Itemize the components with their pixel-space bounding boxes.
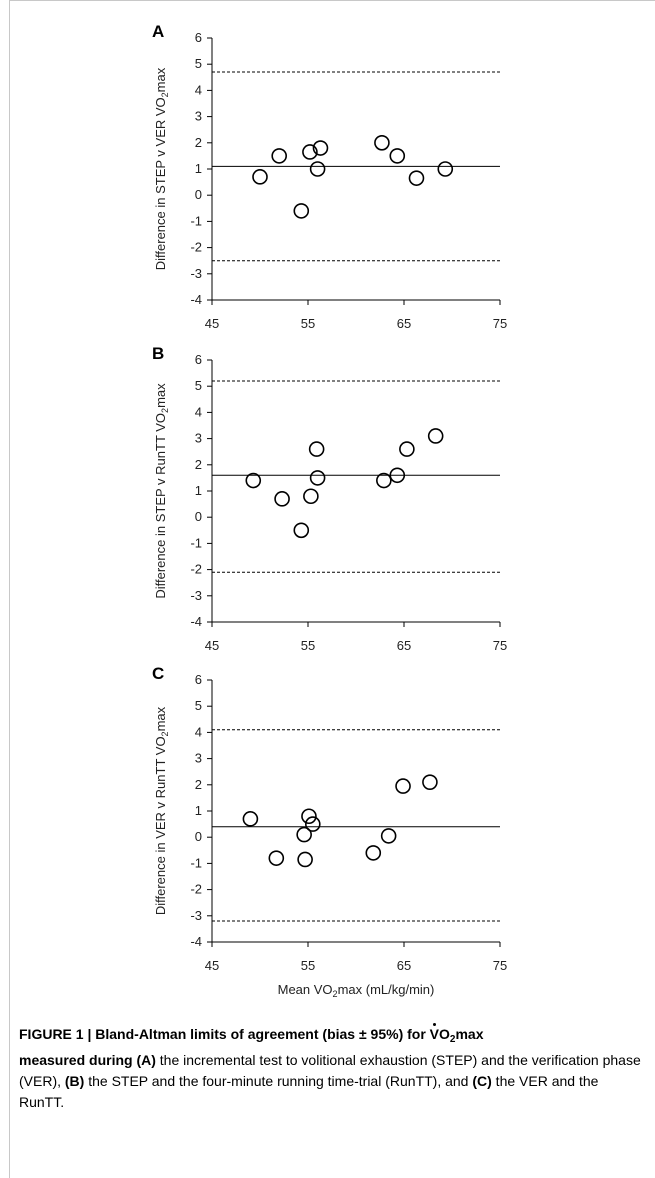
panel-b-data-point [293,522,310,539]
figure-left-border [9,0,10,1178]
panel-a-data-point [437,161,454,177]
panel-a-data-point [302,144,318,160]
panel-a-y-tick-label: -3 [190,266,202,281]
panel-a-y-tick-label: 2 [195,135,202,150]
caption-ref-b: (B) [64,1073,85,1089]
panel-b-data-point [399,441,415,457]
panel-a-x-tick-label: 65 [397,316,411,331]
panel-b-x-tick-label: 65 [397,638,411,653]
panel-a-y-tick-label: 4 [195,82,202,97]
caption-figure-label: FIGURE 1 | Bland-Altman limits of agreem… [19,1026,430,1042]
panel-b-data-point [245,472,262,489]
panel-a-data-point [389,148,406,164]
panel-a-data-point [252,169,268,185]
panel-a-x-tick-label: 55 [301,316,315,331]
panel-b-label: B [152,344,164,363]
panel-c-data-point [296,826,312,843]
panel-a-y-tick-label: 5 [195,56,202,71]
panel-b-y-tick-label: -2 [190,562,202,577]
panel-a-y-tick-label: 3 [195,109,202,124]
panel-b-y-tick-label: -4 [190,614,202,629]
caption-vo2-o: O [439,1026,450,1042]
panel-b-x-tick-label: 75 [493,638,507,653]
panel-b-data-point [427,428,444,444]
panel-c-y-tick-label: 2 [195,777,202,792]
panel-c-y-tick-label: 1 [195,803,202,818]
panel-b-y-tick-label: 3 [195,431,202,446]
panel-c-data-point [304,816,321,832]
panel-c-y-axis-label: Difference in VER v RunTT VO2max [153,706,170,915]
panel-b-y-tick-label: 0 [195,509,202,524]
panel-a-x-tick-label: 75 [493,316,507,331]
panel-c-data-point [242,811,259,827]
panel-b-data-point [376,472,392,489]
panel-b-x-tick-label: 55 [301,638,315,653]
panel-c-data-point [380,828,397,844]
panel-c-x-tick-label: 75 [493,958,507,973]
panel-c-data-point [297,851,313,868]
panel-c-data-point [268,850,285,866]
panel-c-label: C [152,664,164,683]
panel-b-data-point [389,467,406,484]
caption-text-b: the STEP and the four-minute running tim… [84,1073,473,1089]
panel-b-y-tick-label: 5 [195,378,202,393]
panel-c-x-axis-label: Mean VO2max (mL/kg/min) [278,982,435,999]
panel-b-y-tick-label: 4 [195,404,202,419]
panel-b-x-tick-label: 45 [205,638,219,653]
panel-b-data-point [309,470,326,486]
panel-a-y-tick-label: -2 [190,240,202,255]
panel-b-y-tick-label: 6 [195,352,202,367]
panel-b-data-point [274,491,290,507]
panel-c-y-tick-label: 0 [195,829,202,844]
caption-vo2-sub: 2 [449,1034,456,1045]
panel-c-y-tick-label: -2 [190,882,202,897]
panel-b-y-tick-label: 1 [195,483,202,498]
panel-b-data-point [303,488,319,505]
caption-text-c: the VER and the RunTT. [19,1073,599,1110]
caption-ref-a: (A) [136,1052,156,1068]
panel-a-y-tick-label: 1 [195,161,202,176]
panel-c-x-tick-label: 45 [205,958,219,973]
panel-c-x-tick-label: 55 [301,958,315,973]
panel-c-data-point [365,845,382,861]
panel-a-y-tick-label: -1 [190,213,202,228]
panel-a-data-point [374,135,390,151]
panel-a-data-point [293,203,310,219]
caption-vo2-v: V [430,1023,439,1045]
caption-ref-c: (C) [472,1073,492,1089]
panel-a-data-point [271,148,288,164]
panel-c-y-tick-label: -1 [190,855,202,870]
panel-a-y-axis-label: Difference in STEP v VER VO2max [153,67,170,270]
panel-c-y-tick-label: 4 [195,724,202,739]
panel-c-y-tick-label: -4 [190,934,202,949]
figure-top-border [9,0,655,1]
panel-a-y-tick-label: 0 [195,187,202,202]
panel-b-y-tick-label: -1 [190,535,202,550]
panel-b-y-tick-label: 2 [195,457,202,472]
panel-a-data-point [309,161,326,177]
caption-measured: measured during [19,1052,137,1068]
panel-a-data-point [312,140,329,156]
figure-caption: FIGURE 1 | Bland-Altman limits of agreem… [19,1023,644,1113]
panel-c-y-tick-label: 6 [195,672,202,687]
panel-a-y-tick-label: 6 [195,30,202,45]
panel-c-x-tick-label: 65 [397,958,411,973]
caption-vo2-max: max [455,1026,484,1042]
panel-a-label: A [152,22,164,41]
panel-b-y-tick-label: -3 [190,588,202,603]
caption-text-a: the incremental test to volitional exhau… [19,1052,641,1089]
panel-a-x-tick-label: 45 [205,316,219,331]
panel-c-y-tick-label: 5 [195,698,202,713]
panel-b-data-point [308,441,325,457]
panel-b-y-axis-label: Difference in STEP v RunTT VO2max [153,383,170,599]
panel-c-y-tick-label: -3 [190,908,202,923]
panel-a-y-tick-label: -4 [190,292,202,307]
panel-c-data-point [422,774,438,790]
panel-c-data-point [395,778,411,794]
panel-c-data-point [301,808,317,825]
panel-a-data-point [408,170,425,186]
caption-vo2: VO2max [430,1023,484,1045]
panel-c-y-tick-label: 3 [195,751,202,766]
